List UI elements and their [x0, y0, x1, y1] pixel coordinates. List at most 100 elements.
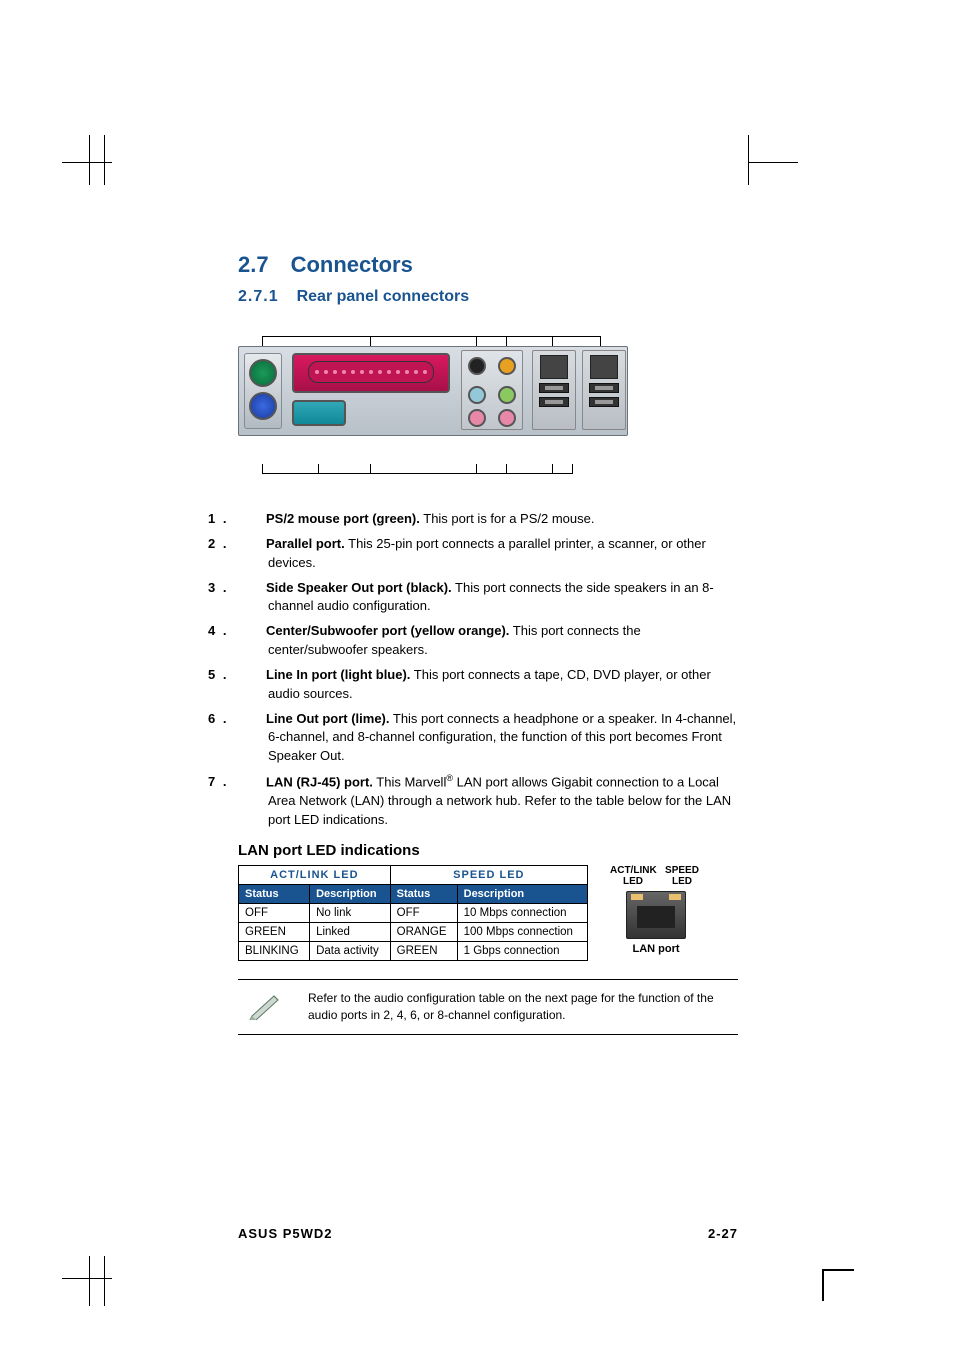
usb-port-icon — [589, 397, 619, 407]
callout-tick — [552, 464, 553, 474]
note-text: Refer to the audio configuration table o… — [308, 991, 714, 1022]
cell: ORANGE — [390, 922, 457, 941]
port-item: 3 .Side Speaker Out port (black). This p… — [238, 579, 738, 617]
footer-product: ASUS P5WD2 — [238, 1226, 333, 1241]
callout-tick — [506, 464, 507, 474]
lan-usb-stack — [582, 350, 626, 430]
lan-diagram-caption: LAN port — [606, 943, 706, 955]
cell: Data activity — [310, 941, 391, 960]
crop-mark — [89, 1256, 90, 1306]
center-sub-jack-icon — [498, 357, 516, 375]
port-description-list: 1 .PS/2 mouse port (green). This port is… — [238, 510, 738, 830]
lan-port-diagram: ACT/LINK LED SPEED LED LAN port — [606, 865, 706, 955]
cell: 100 Mbps connection — [457, 922, 587, 941]
led-col-header: Status — [239, 884, 310, 903]
item-number: 1 . — [238, 510, 266, 529]
rear-panel-diagram — [238, 320, 628, 490]
crop-mark — [104, 135, 105, 185]
audio-jack-block — [461, 350, 523, 430]
page-footer: ASUS P5WD2 2-27 — [238, 1226, 738, 1241]
crop-mark — [748, 135, 749, 185]
ps2-mouse-port-icon — [249, 359, 277, 387]
audio-jack-icon — [498, 409, 516, 427]
cell: OFF — [239, 903, 310, 922]
footer-page-number: 2-27 — [708, 1226, 738, 1241]
usb-port-icon — [589, 383, 619, 393]
port-item: 2 .Parallel port. This 25-pin port conne… — [238, 535, 738, 573]
mic-jack-icon — [468, 409, 486, 427]
cell: GREEN — [239, 922, 310, 941]
crop-mark — [89, 135, 90, 185]
lan-port-icon — [626, 891, 686, 939]
callout-tick — [600, 336, 601, 346]
parallel-port-icon — [292, 353, 450, 393]
callout-tick — [262, 336, 263, 346]
cell: Linked — [310, 922, 391, 941]
rj45-slot — [637, 906, 675, 928]
crop-mark — [104, 1256, 105, 1306]
speed-led-icon — [669, 894, 681, 900]
page-content: 2.7 Connectors 2.7.1 Rear panel connectors — [238, 252, 738, 1035]
item-number: 5 . — [238, 666, 266, 685]
port-desc-pre: This Marvell — [373, 774, 446, 789]
item-number: 6 . — [238, 710, 266, 729]
port-item: 7 .LAN (RJ-45) port. This Marvell® LAN p… — [238, 772, 738, 830]
note-box: Refer to the audio configuration table o… — [238, 979, 738, 1035]
table-row: OFF No link OFF 10 Mbps connection — [239, 903, 588, 922]
lan-usb-stack — [532, 350, 576, 430]
port-term: Parallel port. — [266, 536, 345, 551]
port-item: 1 .PS/2 mouse port (green). This port is… — [238, 510, 738, 529]
item-number: 3 . — [238, 579, 266, 598]
item-number: 7 . — [238, 773, 266, 792]
callout-tick — [572, 464, 573, 474]
port-item: 6 .Line Out port (lime). This port conne… — [238, 710, 738, 767]
cell: 1 Gbps connection — [457, 941, 587, 960]
line-out-jack-icon — [498, 386, 516, 404]
section-title: Connectors — [291, 252, 413, 277]
port-term: Side Speaker Out port (black). — [266, 580, 452, 595]
item-number: 4 . — [238, 622, 266, 641]
table-row: GREEN Linked ORANGE 100 Mbps connection — [239, 922, 588, 941]
callout-tick — [318, 464, 319, 474]
callout-tick — [552, 336, 553, 346]
led-section: ACT/LINK LED SPEED LED Status Descriptio… — [238, 865, 738, 961]
led-col-header: Status — [390, 884, 457, 903]
usb-port-icon — [539, 383, 569, 393]
pencil-note-icon — [248, 992, 284, 1020]
ps2-keyboard-port-icon — [249, 392, 277, 420]
port-item: 4 .Center/Subwoofer port (yellow orange)… — [238, 622, 738, 660]
callout-tick — [506, 336, 507, 346]
led-group-header: ACT/LINK LED — [239, 865, 391, 884]
crop-mark — [748, 162, 798, 163]
led-col-header: Description — [457, 884, 587, 903]
cell: No link — [310, 903, 391, 922]
table-row: BLINKING Data activity GREEN 1 Gbps conn… — [239, 941, 588, 960]
port-term: PS/2 mouse port (green). — [266, 511, 420, 526]
usb-port-icon — [539, 397, 569, 407]
led-heading: LAN port LED indications — [238, 842, 738, 859]
port-term: Line Out port (lime). — [266, 711, 390, 726]
section-number: 2.7 — [238, 252, 269, 277]
line-in-jack-icon — [468, 386, 486, 404]
callout-guide — [262, 336, 600, 337]
callout-tick — [262, 464, 263, 474]
port-term: Line In port (light blue). — [266, 667, 410, 682]
port-term: Center/Subwoofer port (yellow orange). — [266, 623, 509, 638]
callout-tick — [370, 464, 371, 474]
callout-guide — [262, 473, 572, 474]
callout-tick — [476, 464, 477, 474]
crop-mark — [822, 1269, 854, 1301]
act-link-led-icon — [631, 894, 643, 900]
subsection-heading: 2.7.1 Rear panel connectors — [238, 288, 738, 306]
subsection-title: Rear panel connectors — [297, 288, 470, 305]
cell: OFF — [390, 903, 457, 922]
side-speaker-jack-icon — [468, 357, 486, 375]
port-desc: This port is for a PS/2 mouse. — [420, 511, 595, 526]
subsection-number: 2.7.1 — [238, 288, 279, 305]
ps2-port-stack — [244, 353, 282, 429]
callout-tick — [476, 336, 477, 346]
lan-port-icon — [590, 355, 618, 379]
cell: BLINKING — [239, 941, 310, 960]
serial-port-icon — [292, 400, 346, 426]
port-item: 5 .Line In port (light blue). This port … — [238, 666, 738, 704]
